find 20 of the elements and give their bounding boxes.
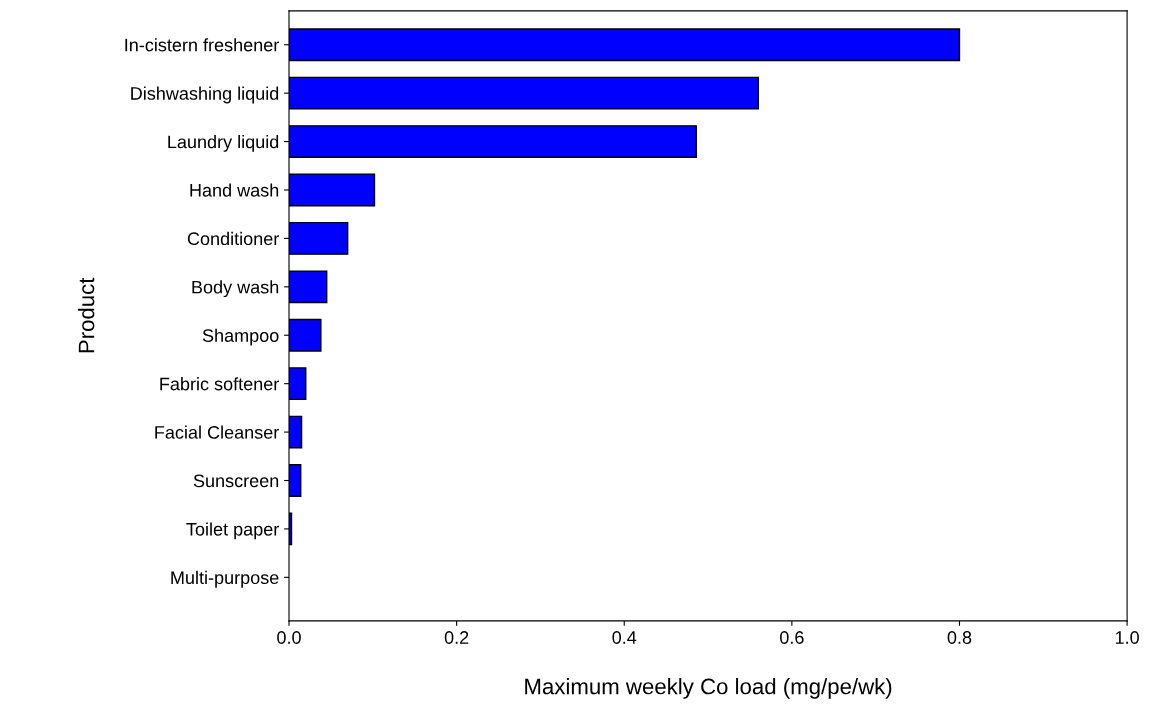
y-axis-title: Product: [78, 277, 95, 353]
y-tick-label: Body wash: [192, 280, 279, 298]
x-tick-label: 1.0: [1115, 631, 1139, 644]
y-tick-label: Facial Cleanser: [155, 425, 279, 439]
x-axis-title: Maximum weekly Co load (mg/pe/wk): [525, 678, 892, 699]
y-tick-label: In-cistern freshener: [125, 38, 279, 52]
y-tick-label: Dishwashing liquid: [131, 86, 279, 104]
y-tick-label: Sunscreen: [193, 474, 279, 488]
y-tick-label: Shampoo: [202, 328, 279, 346]
y-tick-label: Toilet paper: [186, 522, 279, 540]
x-tick-label: 0.8: [947, 631, 972, 644]
x-tick-label: 0.0: [277, 631, 301, 644]
y-tick-label: Laundry liquid: [168, 135, 279, 152]
y-tick-label: Fabric softener: [160, 377, 279, 391]
x-tick-label: 0.4: [612, 631, 637, 644]
y-tick-label: Conditioner: [187, 231, 279, 246]
y-tick-label: Hand wash: [190, 183, 279, 197]
x-tick-label: 0.2: [444, 631, 469, 644]
y-tick-label: Multi-purpose: [171, 570, 279, 588]
x-tick-label: 0.6: [780, 631, 804, 644]
